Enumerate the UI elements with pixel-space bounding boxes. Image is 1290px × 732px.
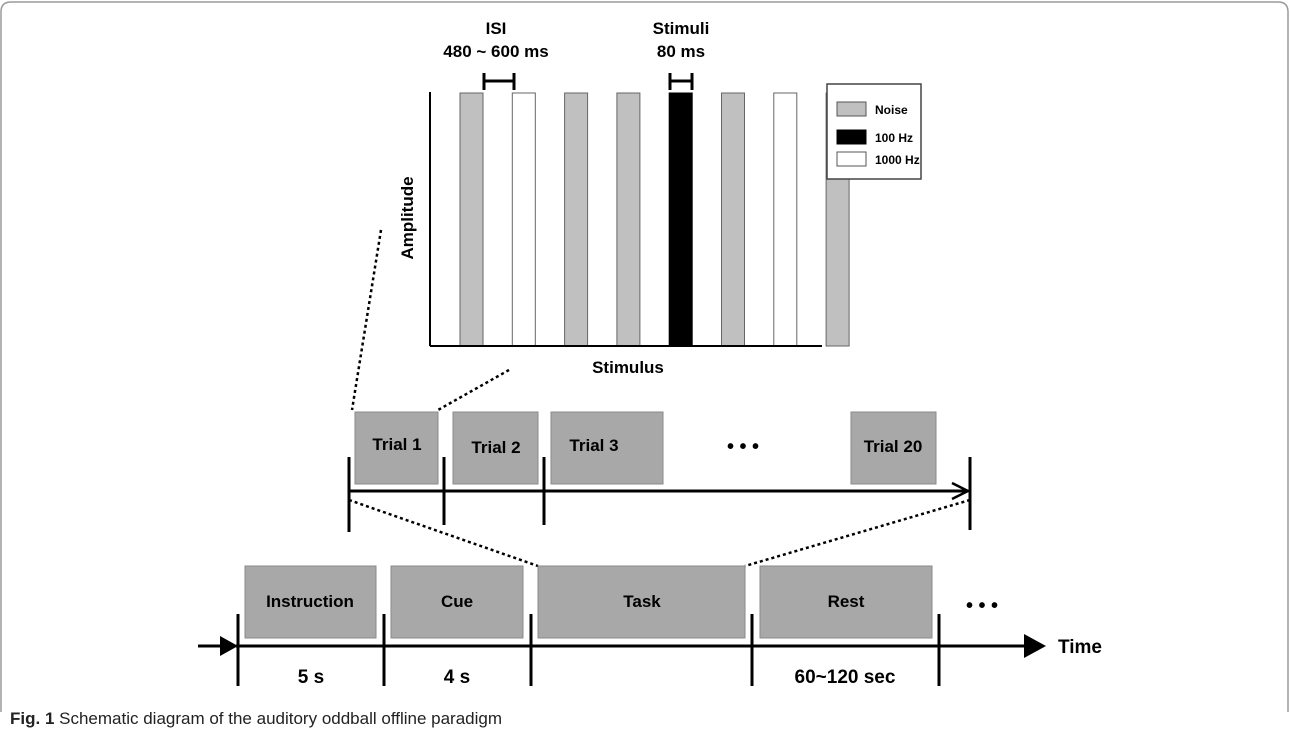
stimuli-title: Stimuli <box>653 19 710 38</box>
trial-box-3 <box>550 411 664 485</box>
x-axis-label: Stimulus <box>592 358 664 377</box>
time-axis-label: Time <box>1058 637 1102 658</box>
zoom-line-task-right <box>744 498 971 568</box>
phase-box-cue <box>390 565 524 639</box>
duration-instruction: 5 s <box>298 667 324 688</box>
trial-label-20: Trial 20 <box>864 437 923 456</box>
isi-bracket <box>482 73 516 90</box>
legend: Noise 100 Hz 1000 Hz <box>826 83 922 180</box>
timeline-ellipsis: • • • <box>966 595 998 617</box>
legend-swatch-noise <box>836 101 867 117</box>
legend-swatch-1000hz <box>836 151 867 167</box>
duration-cue: 4 s <box>444 667 470 688</box>
phase-label-instruction: Instruction <box>266 592 354 611</box>
stimulus-bar-2-1000hz <box>511 92 536 347</box>
main-timeline: Instruction Cue Task Rest • • • Time 5 s… <box>198 565 1102 688</box>
trial-label-2: Trial 2 <box>471 438 520 457</box>
trials-row: Trial 1 Trial 2 Trial 3 • • • Trial 20 <box>347 411 972 532</box>
phase-box-rest <box>759 565 933 639</box>
timeline-lead-arrow <box>220 636 238 656</box>
isi-title: ISI <box>486 19 507 38</box>
stimulus-bars <box>459 92 850 347</box>
y-axis-label: Amplitude <box>398 176 417 259</box>
trial-box-1 <box>354 411 439 485</box>
legend-label-1000hz: 1000 Hz <box>875 153 920 167</box>
trial-box-20 <box>850 411 937 485</box>
stimulus-bar-7-1000hz <box>773 92 798 347</box>
stimulus-bar-5-100hz <box>668 92 693 347</box>
trial-label-3: Trial 3 <box>569 436 618 455</box>
stimulus-bar-1-noise <box>459 92 484 347</box>
duration-rest: 60~120 sec <box>795 667 896 688</box>
caption-label: Fig. 1 <box>10 709 54 728</box>
phase-box-instruction <box>244 565 377 639</box>
figure-caption: Fig. 1 Schematic diagram of the auditory… <box>10 709 502 728</box>
phase-label-cue: Cue <box>441 592 473 611</box>
caption-text: Schematic diagram of the auditory oddbal… <box>54 709 502 728</box>
stimulus-bar-4-noise <box>616 92 641 347</box>
zoom-line-left <box>350 229 383 411</box>
figure-frame <box>0 1 1289 712</box>
legend-label-100hz: 100 Hz <box>875 131 913 145</box>
stimulus-plot: Amplitude Stimulus ISI 480 ~ 600 ms Stim… <box>398 19 922 377</box>
phase-label-rest: Rest <box>828 592 865 611</box>
legend-swatch-100hz <box>836 129 867 145</box>
trials-ellipsis: • • • <box>727 436 759 458</box>
trial-label-1: Trial 1 <box>372 435 421 454</box>
timeline-arrowhead <box>1024 634 1046 658</box>
stimulus-bar-3-noise <box>564 92 589 347</box>
zoom-line-right <box>437 368 510 412</box>
legend-label-noise: Noise <box>875 103 908 117</box>
phase-box-task <box>537 565 746 639</box>
trial-box-2 <box>452 411 539 485</box>
stimuli-bracket <box>668 73 694 90</box>
isi-value: 480 ~ 600 ms <box>443 42 548 61</box>
stimulus-bar-6-noise <box>721 92 745 347</box>
phase-label-task: Task <box>623 592 661 611</box>
stimuli-value: 80 ms <box>657 42 705 61</box>
